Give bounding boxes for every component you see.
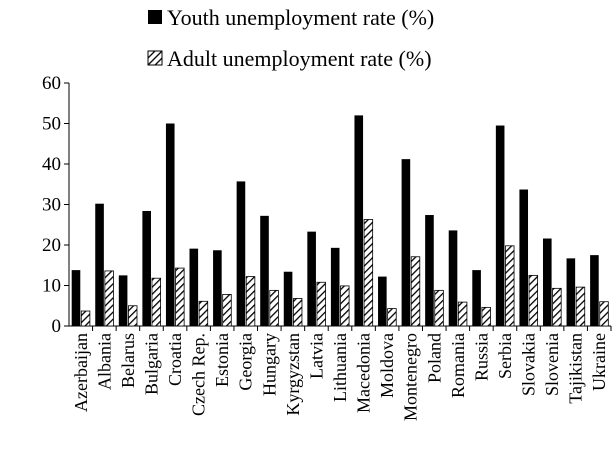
bar-youth (519, 189, 529, 326)
x-category-label: Slovenia (542, 333, 562, 396)
bar-adult (128, 305, 138, 327)
bar-youth (542, 238, 552, 326)
x-category-label: Georgia (236, 333, 256, 391)
bar-youth (425, 215, 434, 326)
y-tick-label: 30 (42, 195, 61, 216)
bar-adult (340, 285, 350, 327)
bar-adult (151, 277, 161, 327)
bar-adult (80, 310, 91, 327)
bar-youth (189, 248, 199, 326)
bar-adult (269, 289, 279, 327)
x-category-label: Lithuania (330, 333, 350, 402)
x-axis-categories: Azerbaijan Albania Belarus Bulgaria Croatia C… (71, 333, 609, 421)
legend-swatch-adult (147, 50, 163, 66)
y-tick-label: 20 (42, 235, 61, 256)
x-category-label: Romania (448, 333, 468, 398)
bar-youth (71, 270, 81, 326)
x-category-label: Estonia (212, 333, 232, 387)
bar-adult (552, 287, 562, 327)
x-category-label: Poland (424, 333, 444, 383)
bar-youth (95, 203, 104, 326)
x-category-label: Latvia (306, 333, 326, 379)
x-category-label: Serbia (495, 333, 515, 379)
bar-adult (410, 256, 421, 327)
bar-youth (590, 255, 599, 326)
bar-youth (354, 115, 364, 327)
bar-youth (142, 210, 151, 326)
y-axis-ticks: 0 10 20 30 40 50 60 (42, 73, 69, 337)
x-category-label: Russia (471, 333, 491, 381)
x-category-label: Macedonia (354, 333, 374, 413)
legend-label-adult: Adult unemployment rate (%) (167, 46, 432, 71)
bar-youth (566, 258, 576, 326)
bar-adult (292, 298, 303, 327)
bar-youth (378, 276, 387, 326)
bar-adult (198, 300, 209, 327)
y-tick-label: 40 (42, 154, 61, 175)
bar-adult (505, 245, 515, 327)
bar-adult (481, 306, 491, 327)
bar-youth (260, 215, 269, 326)
bar-youth (472, 270, 481, 326)
x-category-label: Moldova (377, 333, 397, 398)
bar-youth (307, 231, 316, 326)
bars (71, 115, 612, 331)
bar-youth (330, 247, 340, 326)
bar-adult (387, 308, 397, 327)
bar-adult (599, 301, 609, 327)
bar-adult (222, 294, 232, 327)
bar-youth (236, 181, 246, 326)
bar-adult (175, 267, 185, 327)
y-tick-label: 10 (42, 276, 61, 297)
bar-adult (245, 276, 256, 327)
legend-label-youth: Youth unemployment rate (%) (167, 5, 434, 30)
legend-swatch-youth (148, 10, 162, 24)
bar-adult (528, 274, 539, 327)
bar-youth (165, 123, 175, 326)
bar-adult (363, 219, 374, 327)
x-category-label: Tajikistan (566, 333, 586, 404)
bar-adult (104, 270, 114, 327)
legend: Youth unemployment rate (%) Adult unempl… (147, 5, 434, 71)
x-category-label: Bulgaria (141, 333, 161, 395)
bar-youth (448, 230, 458, 326)
bar-adult (575, 286, 586, 327)
x-category-label: Albania (94, 333, 114, 390)
legend-item-youth: Youth unemployment rate (%) (148, 5, 434, 30)
x-category-label: Kyrgyzstan (283, 333, 303, 416)
y-tick-label: 60 (42, 73, 61, 94)
bar-youth (283, 271, 293, 326)
y-tick-label: 50 (42, 114, 61, 135)
y-tick-label: 0 (52, 316, 62, 337)
x-category-label: Slovakia (519, 333, 539, 396)
x-category-label: Montenegro (401, 333, 421, 421)
x-category-label: Ukraine (589, 333, 609, 391)
bar-youth (213, 250, 222, 326)
bar-youth (495, 125, 505, 327)
x-category-label: Czech Rep. (189, 333, 209, 416)
legend-item-adult: Adult unemployment rate (%) (147, 46, 432, 71)
bar-adult (316, 281, 326, 327)
bar-youth (401, 159, 411, 326)
x-category-label: Croatia (165, 333, 185, 386)
x-category-label: Azerbaijan (71, 333, 91, 412)
x-category-label: Hungary (259, 333, 279, 396)
bar-adult (434, 289, 444, 327)
bar-youth (118, 275, 128, 326)
x-category-label: Belarus (118, 333, 138, 388)
bar-adult (457, 301, 468, 327)
